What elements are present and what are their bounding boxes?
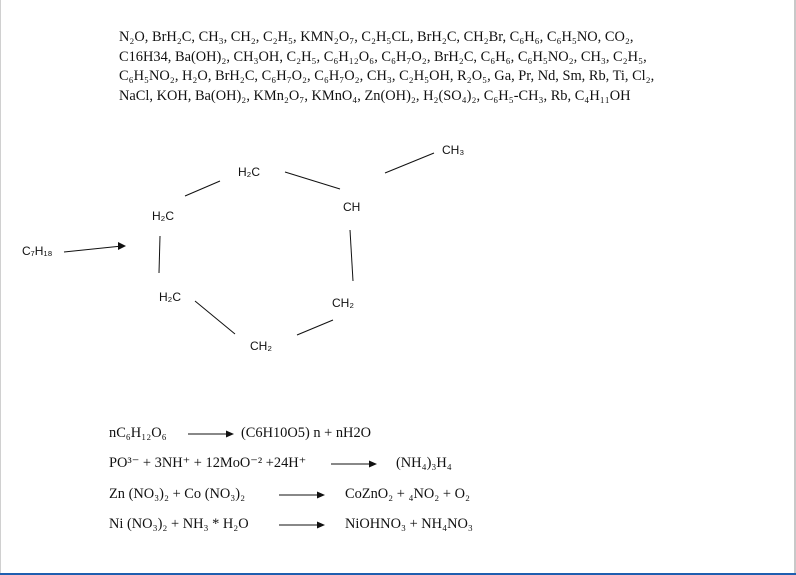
reaction-reactants: Ni (NO₃)₂ + NH₃ * H₂O	[109, 516, 249, 532]
reaction-reactants: nC₆H₁₂O₆	[109, 425, 167, 441]
reaction-products: (C6H10O5) n + nH2O	[241, 425, 372, 441]
reaction-row: nC₆H₁₂O₆ (C6H10O5) n + nH2O	[109, 425, 669, 445]
atom-label-ch2-bottom: CH₂	[250, 339, 272, 353]
atom-label-ch: CH	[343, 200, 361, 214]
atom-label-ch2-right: CH₂	[332, 296, 354, 310]
reaction-arrow	[331, 460, 377, 468]
bond-line	[284, 171, 341, 190]
reaction-reactants: Zn (NO₃)₂ + Co (NO₃)₂	[109, 486, 246, 502]
formula-list: N₂O, BrH₂C, CH₃, CH₂, C₂H₅, KMN₂O₇, C₂H₅…	[119, 28, 719, 106]
pointer-label: C₇H₁₈	[22, 244, 53, 258]
reaction-row: PO³⁻ + 3NH⁺ + 12MoO⁻² +24H⁺ (NH₄)₃H₄	[109, 455, 669, 475]
reaction-arrow	[279, 521, 325, 529]
formula-list-line: N₂O, BrH₂C, CH₃, CH₂, C₂H₅, KMN₂O₇, C₂H₅…	[119, 29, 634, 45]
atom-label-h2c-bottom: H₂C	[159, 290, 181, 304]
bond-line	[296, 319, 334, 336]
bond-line	[63, 245, 123, 253]
reaction-reactants: PO³⁻ + 3NH⁺ + 12MoO⁻² +24H⁺	[109, 455, 307, 471]
bottom-accent-bar	[0, 573, 796, 575]
bond-line	[158, 235, 161, 274]
formula-list-line: NaCl, KOH, Ba(OH)₂, KMn₂O₇, KMnO₄, Zn(OH…	[119, 87, 631, 104]
pointer-arrowhead	[118, 242, 126, 250]
bond-line	[184, 180, 221, 197]
formula-list-line: C₆H₅NO₂, H₂O, BrH₂C, C₆H₇O₂, C₆H₇O₂, CH₃…	[119, 68, 655, 85]
page-left-edge	[0, 0, 1, 575]
bond-line	[349, 229, 354, 282]
reaction-arrow	[279, 491, 325, 499]
reaction-products: (NH₄)₃H₄	[396, 455, 452, 471]
bond-line	[384, 152, 435, 174]
reaction-row: Zn (NO₃)₂ + Co (NO₃)₂ CoZnO₂ + ₄NO₂ + O₂	[109, 486, 669, 506]
atom-label-ch3: CH₃	[442, 143, 465, 157]
formula-list-line: C16H34, Ba(OH)₂, CH₃OH, C₂H₅, C₆H₁₂O₆, C…	[119, 48, 647, 65]
reaction-row: Ni (NO₃)₂ + NH₃ * H₂O NiOHNO₃ + NH₄NO₃	[109, 516, 669, 536]
reaction-products: CoZnO₂ + ₄NO₂ + O₂	[345, 486, 471, 502]
page-right-edge	[794, 0, 796, 575]
atom-label-h2c-left: H₂C	[152, 209, 174, 223]
reaction-arrow	[188, 430, 234, 438]
atom-label-h2c-top: H₂C	[238, 165, 260, 179]
reaction-products: NiOHNO₃ + NH₄NO₃	[345, 516, 473, 532]
bond-line	[194, 300, 236, 335]
